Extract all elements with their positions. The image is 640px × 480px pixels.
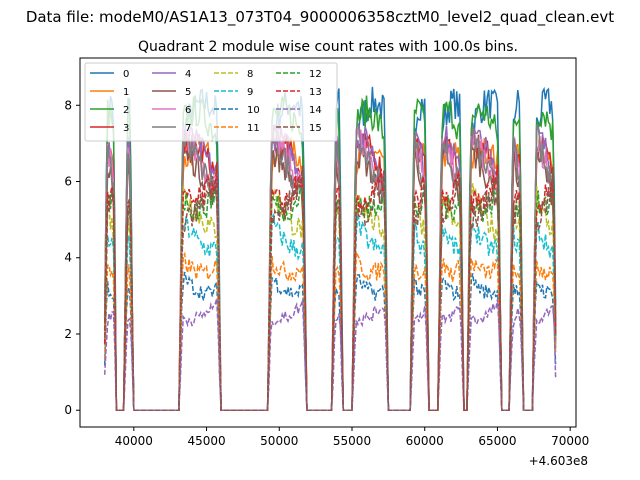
legend-label-9: 9 — [247, 87, 253, 98]
series-line-15 — [103, 167, 557, 411]
legend-label-10: 10 — [247, 105, 260, 116]
x-offset-label: +4.603e8 — [529, 454, 588, 468]
legend-label-2: 2 — [123, 105, 129, 116]
series-line-5 — [103, 144, 557, 411]
legend-label-0: 0 — [123, 69, 129, 80]
series-line-10 — [103, 271, 557, 411]
x-tick-label: 40000 — [115, 434, 153, 448]
y-tick-label: 2 — [64, 327, 72, 341]
y-axis: 0 2 4 6 8 — [64, 98, 80, 417]
plot-frame — [79, 57, 577, 428]
legend-label-15: 15 — [309, 123, 322, 134]
legend-label-1: 1 — [123, 87, 129, 98]
legend-label-11: 11 — [247, 123, 260, 134]
series-line-11 — [103, 251, 557, 411]
legend-label-5: 5 — [185, 87, 191, 98]
y-tick-label: 6 — [64, 175, 72, 189]
x-axis: 40000 45000 50000 55000 60000 65000 70000 — [115, 427, 589, 448]
chart-title: Quadrant 2 module wise count rates with … — [138, 39, 518, 55]
legend-label-3: 3 — [123, 123, 129, 134]
y-tick-label: 8 — [64, 98, 72, 112]
y-tick-label: 0 — [64, 403, 72, 417]
x-tick-label: 45000 — [187, 434, 225, 448]
x-tick-label: 60000 — [406, 434, 444, 448]
x-tick-label: 55000 — [333, 434, 371, 448]
legend-label-7: 7 — [185, 123, 191, 134]
chart-suptitle: Data file: modeM0/AS1A13_073T04_90000063… — [26, 8, 614, 27]
series-line-14 — [103, 298, 557, 411]
y-tick-label: 4 — [64, 251, 72, 265]
legend-label-8: 8 — [247, 69, 253, 80]
x-tick-label: 70000 — [551, 434, 589, 448]
legend-label-13: 13 — [309, 87, 322, 98]
legend-box — [84, 62, 338, 142]
legend-label-12: 12 — [309, 69, 322, 80]
x-tick-label: 50000 — [260, 434, 298, 448]
series-line-9 — [103, 212, 557, 411]
plot-lines — [103, 86, 557, 411]
series-line-1 — [103, 135, 557, 411]
legend-label-4: 4 — [185, 69, 191, 80]
legend-label-14: 14 — [309, 105, 322, 116]
x-tick-label: 65000 — [478, 434, 516, 448]
legend-label-6: 6 — [185, 105, 191, 116]
